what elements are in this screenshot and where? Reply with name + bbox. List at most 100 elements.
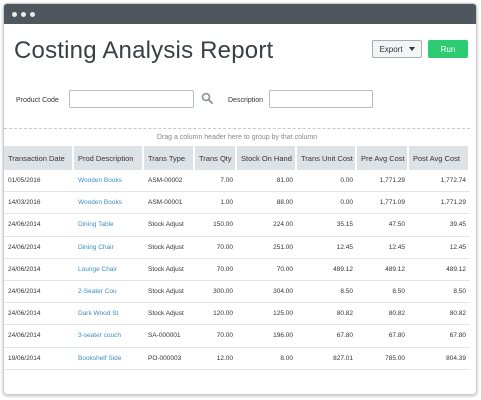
cell-post-avg-cost: 80.82	[409, 303, 470, 326]
cell-transaction-date: 14/03/2016	[4, 192, 74, 215]
cell-prod-description[interactable]: 3-seater couch	[74, 325, 144, 348]
results-table: Transaction Date Prod Description Trans …	[4, 146, 470, 370]
cell-post-avg-cost: 1,771.29	[409, 192, 470, 215]
window-dot-icon[interactable]	[21, 11, 26, 17]
cell-pre-avg-cost: 67.80	[357, 325, 409, 348]
cell-stock-on-hand: 125.00	[237, 303, 297, 326]
cell-trans-qty: 7.00	[195, 170, 237, 193]
window-dot-icon[interactable]	[30, 11, 35, 17]
cell-prod-description[interactable]: Dining Table	[74, 214, 144, 237]
cell-trans-unit-cost: 35.15	[297, 214, 357, 237]
table-row[interactable]: 24/06/2014 Dining Chair Stock Adjust 70.00 2…	[4, 237, 470, 259]
product-code-label: Product Code	[16, 97, 59, 104]
cell-stock-on-hand: 304.00	[237, 281, 297, 304]
cell-post-avg-cost: 804.39	[409, 348, 470, 370]
table-row[interactable]: 24/06/2014 2-Seater Cou Stock Adjust 300.00…	[4, 281, 470, 304]
cell-trans-type: ASM-00001	[144, 192, 195, 215]
chevron-down-icon	[408, 47, 415, 51]
cell-trans-unit-cost: 489.12	[297, 259, 357, 281]
cell-trans-qty: 150.00	[195, 214, 237, 237]
cell-pre-avg-cost: 785.00	[357, 348, 409, 370]
cell-pre-avg-cost: 489.12	[357, 259, 409, 281]
cell-pre-avg-cost: 1,771.09	[357, 192, 409, 215]
group-by-panel[interactable]: Drag a column header here to group by th…	[4, 128, 470, 146]
export-button[interactable]: Export	[372, 40, 422, 58]
cell-prod-description[interactable]: 2-Seater Cou	[74, 281, 144, 304]
product-code-input[interactable]	[69, 90, 194, 108]
table-row[interactable]: 19/06/2014 Bookshelf Side PO-000003 12.00 8.…	[4, 348, 470, 370]
cell-pre-avg-cost: 12.45	[357, 237, 409, 259]
cell-stock-on-hand: 196.00	[237, 325, 297, 348]
cell-trans-type: SA-000001	[144, 325, 195, 348]
column-header-trans-unit-cost[interactable]: Trans Unit Cost	[297, 146, 357, 170]
cell-trans-qty: 300.00	[195, 281, 237, 304]
table-header-row: Transaction Date Prod Description Trans …	[4, 146, 470, 170]
cell-trans-qty: 70.00	[195, 259, 237, 281]
cell-post-avg-cost: 67.80	[409, 325, 470, 348]
app-window: Costing Analysis Report Export Run Produ…	[3, 3, 477, 395]
cell-trans-qty: 70.00	[195, 325, 237, 348]
column-header-trans-qty[interactable]: Trans Qty	[195, 146, 237, 170]
column-header-post-avg-cost[interactable]: Post Avg Cost	[409, 146, 470, 170]
table-row[interactable]: 24/06/2014 Dining Table Stock Adjust 150.00…	[4, 214, 470, 237]
cell-post-avg-cost: 1,772.74	[409, 170, 470, 193]
table-row[interactable]: 24/06/2014 Lounge Chair Stock Adjust 70.00 7…	[4, 259, 470, 281]
filter-bar: Product Code Description	[4, 76, 476, 134]
table-row[interactable]: 24/06/2014 3-seater couch SA-000001 70.00 19…	[4, 325, 470, 348]
cell-post-avg-cost: 12.45	[409, 237, 470, 259]
report-header: Costing Analysis Report Export Run	[4, 24, 476, 76]
cell-stock-on-hand: 251.00	[237, 237, 297, 259]
cell-trans-unit-cost: 0.00	[297, 170, 357, 193]
cell-trans-qty: 12.00	[195, 348, 237, 370]
table-row[interactable]: 01/05/2016 Wooden Books ASM-00002 7.00 81.00…	[4, 170, 470, 193]
cell-transaction-date: 24/06/2014	[4, 237, 74, 259]
cell-trans-unit-cost: 0.00	[297, 192, 357, 215]
cell-stock-on-hand: 70.00	[237, 259, 297, 281]
cell-trans-type: Stock Adjust	[144, 303, 195, 326]
table-row[interactable]: 14/03/2016 Wooden Books ASM-00001 1.00 88.00…	[4, 192, 470, 215]
cell-prod-description[interactable]: Dining Chair	[74, 237, 144, 259]
page-title: Costing Analysis Report	[14, 37, 274, 64]
cell-prod-description[interactable]: Wooden Books	[74, 170, 144, 193]
run-button[interactable]: Run	[428, 40, 468, 58]
cell-transaction-date: 24/06/2014	[4, 281, 74, 304]
search-icon[interactable]	[201, 92, 213, 104]
cell-stock-on-hand: 224.00	[237, 214, 297, 237]
cell-transaction-date: 24/06/2014	[4, 303, 74, 326]
column-header-stock-on-hand[interactable]: Stock On Hand	[237, 146, 297, 170]
cell-trans-unit-cost: 67.80	[297, 325, 357, 348]
column-header-transaction-date[interactable]: Transaction Date	[4, 146, 74, 170]
cell-post-avg-cost: 39.45	[409, 214, 470, 237]
cell-pre-avg-cost: 1,771.29	[357, 170, 409, 193]
cell-prod-description[interactable]: Bookshelf Side	[74, 348, 144, 370]
cell-pre-avg-cost: 8.50	[357, 281, 409, 304]
column-header-prod-description[interactable]: Prod Description	[74, 146, 144, 170]
cell-transaction-date: 24/06/2014	[4, 214, 74, 237]
column-header-trans-type[interactable]: Trans Type	[144, 146, 195, 170]
cell-trans-unit-cost: 80.82	[297, 303, 357, 326]
window-dot-icon[interactable]	[12, 11, 17, 17]
description-input[interactable]	[269, 90, 373, 108]
cell-trans-type: Stock Adjust	[144, 237, 195, 259]
cell-stock-on-hand: 8.00	[237, 348, 297, 370]
cell-trans-type: Stock Adjust	[144, 259, 195, 281]
cell-prod-description[interactable]: Wooden Books	[74, 192, 144, 215]
cell-trans-qty: 1.00	[195, 192, 237, 215]
table-body: 01/05/2016 Wooden Books ASM-00002 7.00 81.00…	[4, 170, 470, 370]
cell-prod-description[interactable]: Lounge Chair	[74, 259, 144, 281]
cell-stock-on-hand: 88.00	[237, 192, 297, 215]
cell-trans-qty: 70.00	[195, 237, 237, 259]
description-label: Description	[228, 97, 264, 104]
cell-prod-description[interactable]: Dark Wood St	[74, 303, 144, 326]
cell-post-avg-cost: 8.50	[409, 281, 470, 304]
cell-stock-on-hand: 81.00	[237, 170, 297, 193]
cell-post-avg-cost: 489.12	[409, 259, 470, 281]
cell-transaction-date: 01/05/2016	[4, 170, 74, 193]
export-button-label: Export	[379, 44, 403, 54]
cell-trans-unit-cost: 8.50	[297, 281, 357, 304]
column-header-pre-avg-cost[interactable]: Pre Avg Cost	[357, 146, 409, 170]
cell-trans-type: Stock Adjust	[144, 281, 195, 304]
cell-trans-unit-cost: 12.45	[297, 237, 357, 259]
cell-trans-unit-cost: 827.01	[297, 348, 357, 370]
table-row[interactable]: 24/06/2014 Dark Wood St Stock Adjust 120.00…	[4, 303, 470, 326]
